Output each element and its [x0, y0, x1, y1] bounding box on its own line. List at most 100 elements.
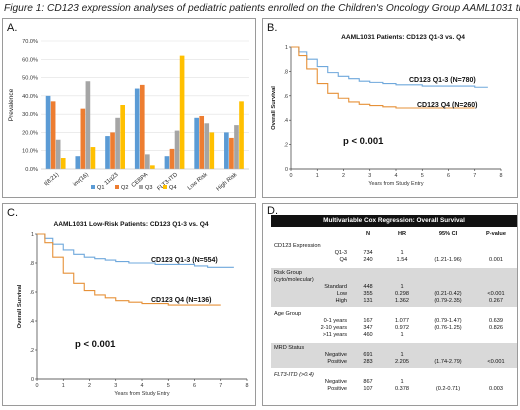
- group-separator: [271, 368, 517, 370]
- cell-hr: 0.378: [395, 386, 409, 392]
- y-tick-label: 0.0%: [25, 167, 38, 173]
- row-label: Negative: [324, 352, 347, 358]
- bar: [145, 154, 150, 169]
- cell-ci: [421, 372, 475, 379]
- row-label: Positive: [327, 386, 347, 392]
- legend-swatch: [91, 185, 95, 189]
- x-tick-label: 1: [62, 383, 65, 389]
- bar: [150, 165, 155, 169]
- x-tick-label: 5: [421, 173, 424, 179]
- cell-ci: [421, 270, 475, 277]
- cell-pvalue: [475, 332, 517, 339]
- bar: [194, 117, 199, 169]
- y-tick-label: 40.0%: [22, 94, 38, 100]
- cell-ci: [421, 250, 475, 257]
- bar: [50, 101, 56, 169]
- table-row: Negative 691 1: [271, 352, 517, 359]
- x-tick-label: 7: [219, 383, 222, 389]
- x-tick-label: 5: [167, 383, 170, 389]
- group-separator: [271, 307, 517, 309]
- y-axis-label: Overall Survival: [17, 284, 23, 328]
- cell-n: 460: [363, 332, 373, 338]
- panel-d-label: D.: [267, 205, 278, 217]
- table-title: Multivariable Cox Regression: Overall Su…: [271, 215, 517, 227]
- cell-hr: 0.972: [395, 325, 409, 331]
- y-tick-label: 10.0%: [22, 149, 38, 155]
- panel-a: A. 0.0% 10.0% 20.0% 30.0% 40.0% 50.0% 60.0% 70.…: [2, 18, 256, 198]
- bar: [169, 148, 175, 169]
- x-tick-label: 11q23: [104, 172, 120, 187]
- table-row: Age Group: [271, 311, 517, 318]
- legend-swatch: [115, 185, 119, 189]
- series-label: CD123 Q1-3 (N=780): [409, 77, 476, 84]
- y-axis-label: Prevalence: [8, 88, 15, 121]
- series-label: CD123 Q4 (N=136): [151, 297, 212, 304]
- cell-ci: [421, 277, 475, 284]
- x-tick-label: 4: [395, 173, 398, 179]
- table-row: FLT3-ITD (>0.4): [271, 372, 517, 379]
- cell-n: [353, 345, 383, 352]
- x-tick-label: 2: [88, 383, 91, 389]
- cell-hr: [383, 311, 421, 318]
- x-tick-label: 0: [290, 173, 293, 179]
- cell-pvalue: [475, 284, 517, 291]
- row-label: Positive: [327, 359, 347, 365]
- km-chart-low-risk: AAML1031 Low-Risk Patients: CD123 Q1-3 v…: [17, 221, 249, 397]
- cell-n: 107: [363, 386, 373, 392]
- cell-pvalue: [475, 250, 517, 257]
- group-separator: [271, 341, 517, 343]
- series-label: CD123 Q1-3 (N=554): [151, 257, 218, 264]
- cell-ci: (0.21-0.42): [434, 291, 462, 297]
- cell-ci: [421, 243, 475, 250]
- bar: [209, 132, 215, 169]
- col-ci: 95% CI: [438, 231, 458, 237]
- cell-hr: 1.362: [395, 298, 409, 304]
- cell-n: 283: [363, 359, 373, 365]
- bar: [110, 132, 115, 169]
- y-tick-label: 20.0%: [22, 130, 38, 136]
- cell-n: [353, 311, 383, 318]
- y-tick-label: 50.0%: [22, 76, 38, 82]
- panel-d: D. Multivariable Cox Regression: Overall…: [262, 203, 518, 406]
- cell-pvalue: 0.003: [489, 386, 503, 392]
- table-row: 0-1 years 167 1.077 (0.79-1.47) 0.639: [271, 318, 517, 325]
- bar: [55, 139, 61, 169]
- table-row: >11 years 460 1: [271, 332, 517, 339]
- cell-hr: 2.205: [395, 359, 409, 365]
- cell-ci: (1.21-1.96): [434, 257, 462, 263]
- bar-chart: 0.0% 10.0% 20.0% 30.0% 40.0% 50.0% 60.0% 70.0% P…: [8, 39, 249, 192]
- survival-curve-q1-3: [37, 233, 234, 268]
- row-label: (cyto/molecular): [274, 277, 314, 283]
- legend-swatch: [139, 185, 143, 189]
- row-label: 0-1 years: [323, 318, 347, 324]
- bar: [120, 105, 125, 169]
- cell-n: 448: [363, 284, 373, 290]
- y-tick-label: 1: [31, 232, 34, 238]
- cox-regression-table: Multivariable Cox Regression: Overall Su…: [271, 215, 517, 395]
- cell-ci: [421, 311, 475, 318]
- table-group: CD123 Expression Q1-3 734 1 Q4 240 1.54 (1.21-1…: [271, 241, 517, 266]
- y-tick-label: 60.0%: [22, 57, 38, 63]
- table-row: Negative 867 1: [271, 379, 517, 386]
- cell-hr: 1: [400, 332, 404, 338]
- x-tick-label: 8: [500, 173, 503, 179]
- cell-n: 867: [363, 379, 373, 385]
- cell-hr: 1.54: [396, 257, 408, 263]
- x-tick-label: 2: [342, 173, 345, 179]
- cell-n: 347: [363, 325, 373, 331]
- cell-pvalue: [475, 345, 517, 352]
- bar: [105, 136, 110, 169]
- chart-title: AAML1031 Patients: CD123 Q1-3 vs. Q4: [341, 34, 465, 41]
- table-row: MRD Status: [271, 345, 517, 352]
- legend-label: Q2: [121, 185, 128, 191]
- y-tick-label: .2: [284, 143, 289, 149]
- cell-ci: (0.79-1.47): [434, 318, 462, 324]
- survival-curve-q4: [291, 46, 475, 109]
- row-label: 2-10 years: [320, 325, 347, 331]
- table-group: Risk Group (cyto/molecular) Standard 448 1 Lo…: [271, 268, 517, 307]
- cell-ci: [421, 345, 475, 352]
- row-label: Negative: [324, 379, 347, 385]
- panel-c: C. AAML1031 Low-Risk Patients: CD123 Q1-…: [2, 203, 256, 406]
- row-label: Age Group: [274, 311, 302, 317]
- cell-n: 355: [363, 291, 373, 297]
